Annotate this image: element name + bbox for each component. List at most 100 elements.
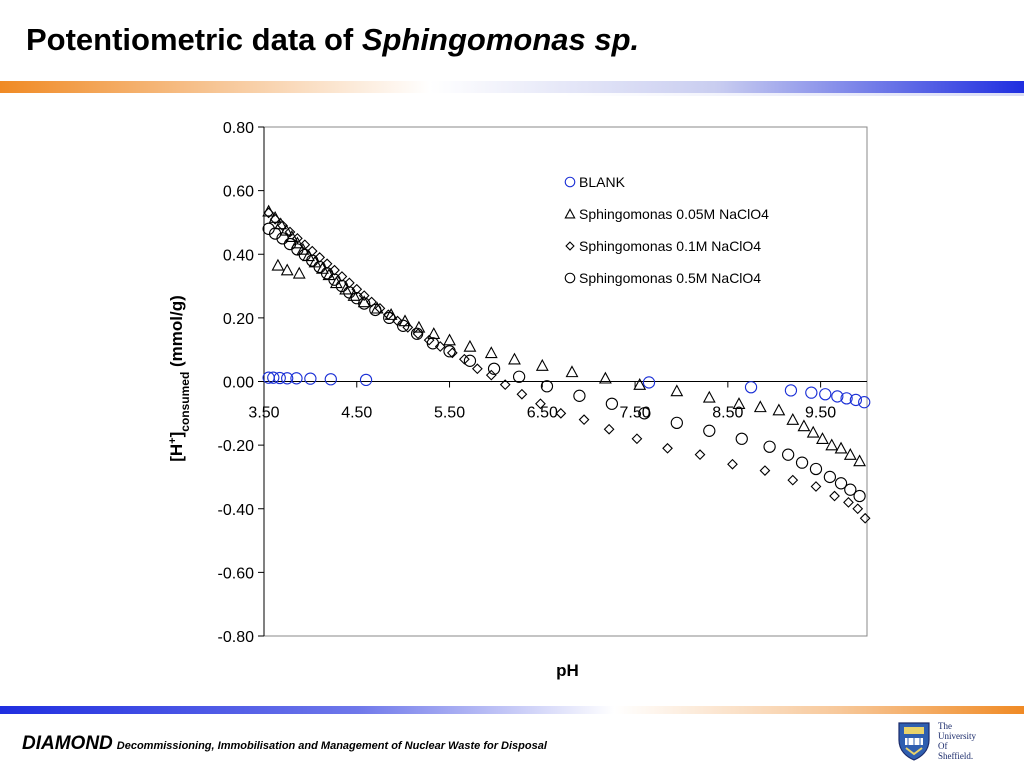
data-point xyxy=(290,372,303,385)
data-point xyxy=(786,413,800,425)
data-point xyxy=(471,363,483,375)
data-point xyxy=(351,283,363,295)
data-point xyxy=(516,388,528,400)
data-point xyxy=(694,449,706,461)
data-point xyxy=(304,372,317,385)
plot-area xyxy=(263,126,868,637)
header-gradient-rule xyxy=(0,81,1024,93)
university-name: The University Of Sheffield. xyxy=(938,721,976,761)
legend-label: BLANK xyxy=(579,174,626,190)
data-point xyxy=(443,333,456,346)
legend-marker xyxy=(564,176,576,188)
data-point xyxy=(735,432,748,445)
data-point xyxy=(631,433,643,445)
y-tick-label: 0.80 xyxy=(223,120,254,137)
uni-line-3: Of xyxy=(938,741,948,751)
x-tick-label: 6.50 xyxy=(527,405,558,422)
data-point xyxy=(412,328,424,340)
data-point xyxy=(843,448,857,460)
data-point xyxy=(358,297,371,310)
data-point xyxy=(262,204,276,217)
data-point xyxy=(849,393,863,407)
data-point xyxy=(578,414,590,426)
data-point xyxy=(797,419,811,432)
data-point xyxy=(573,389,586,402)
data-point xyxy=(369,303,382,317)
data-point xyxy=(702,390,716,403)
data-point xyxy=(840,392,853,405)
footer-brand: DIAMOND xyxy=(22,733,113,754)
x-axis-title: pH xyxy=(556,661,579,680)
data-point xyxy=(277,220,288,231)
data-point xyxy=(423,334,435,346)
data-point xyxy=(834,477,848,490)
data-point xyxy=(784,384,798,397)
data-point xyxy=(343,277,355,289)
data-point xyxy=(410,327,424,340)
data-point xyxy=(320,267,334,280)
data-point xyxy=(834,441,848,454)
data-point xyxy=(280,263,294,276)
data-point xyxy=(463,339,477,352)
data-point xyxy=(298,248,311,262)
data-point xyxy=(487,362,501,375)
data-point xyxy=(795,456,809,469)
y-tick-label: -0.20 xyxy=(218,438,255,455)
data-point xyxy=(816,432,829,444)
data-point xyxy=(339,282,353,295)
y-tick-label: 0.40 xyxy=(223,247,254,264)
data-point xyxy=(859,512,871,524)
y-axis: 0.80 0.60 0.40 0.20 0.00 -0.20 -0.40 -0.60 -0.80 xyxy=(218,120,264,646)
slide-title: Potentiometric data of Sphingomonas sp. xyxy=(26,22,639,58)
data-point xyxy=(759,465,771,476)
data-point xyxy=(306,254,319,267)
data-point xyxy=(281,372,294,385)
y-axis-title-part: ] xyxy=(167,432,186,438)
data-point xyxy=(633,378,647,390)
data-point xyxy=(703,424,716,437)
data-point xyxy=(347,288,361,301)
data-point xyxy=(853,454,867,467)
footer-gradient-rule xyxy=(0,706,1024,714)
data-point xyxy=(670,384,684,397)
data-point xyxy=(819,388,832,401)
data-point xyxy=(540,380,554,393)
series-3 xyxy=(262,222,866,503)
x-tick-label: 5.50 xyxy=(434,405,465,422)
data-point xyxy=(499,379,511,391)
data-point xyxy=(852,503,864,515)
data-point xyxy=(638,407,651,420)
x-tick-label: 4.50 xyxy=(341,405,372,422)
axis-titles: pH [H+]consumed (mmol/g) xyxy=(167,295,579,680)
data-point xyxy=(359,373,373,387)
data-point xyxy=(853,489,866,503)
x-tick-label: 3.50 xyxy=(248,405,279,422)
data-point xyxy=(321,258,333,270)
data-point xyxy=(787,474,799,486)
uni-line-4: Sheffield. xyxy=(938,751,974,761)
scatter-chart: 0.80 0.60 0.40 0.20 0.00 -0.20 -0.40 -0.60 -0.80… xyxy=(167,120,871,680)
data-point xyxy=(844,483,857,496)
data-point xyxy=(823,470,837,484)
data-point xyxy=(412,320,426,333)
data-point xyxy=(370,301,384,314)
data-point xyxy=(831,390,844,403)
data-point xyxy=(825,438,839,451)
data-point xyxy=(605,397,619,410)
data-point xyxy=(829,490,840,502)
data-point xyxy=(434,341,446,352)
data-point xyxy=(324,373,337,386)
data-point xyxy=(290,236,304,249)
data-point xyxy=(443,345,456,358)
y-axis-title-part: consumed xyxy=(178,372,192,432)
series-0 xyxy=(262,371,871,409)
data-point xyxy=(781,448,795,461)
data-point xyxy=(555,407,567,419)
x-tick-label: 7.50 xyxy=(620,405,651,422)
data-point xyxy=(670,416,683,430)
legend-label: Sphingomonas 0.05M NaClO4 xyxy=(579,206,769,222)
data-point xyxy=(744,381,758,394)
data-point xyxy=(463,354,477,367)
data-point xyxy=(535,358,549,371)
data-point xyxy=(662,442,673,454)
